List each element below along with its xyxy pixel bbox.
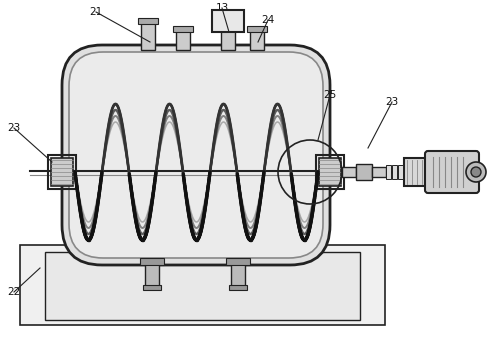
- Bar: [138, 18, 158, 24]
- Text: 21: 21: [89, 7, 103, 17]
- Text: 25: 25: [324, 90, 336, 100]
- Text: 23: 23: [7, 123, 21, 133]
- Bar: [141, 22, 155, 50]
- Bar: [250, 30, 264, 50]
- Bar: [247, 26, 267, 32]
- Bar: [48, 155, 76, 189]
- FancyBboxPatch shape: [62, 45, 330, 265]
- Bar: [372, 167, 386, 177]
- Bar: [221, 30, 235, 50]
- Bar: [173, 26, 193, 32]
- Bar: [316, 155, 344, 189]
- Bar: [226, 258, 250, 265]
- Bar: [392, 165, 397, 179]
- Bar: [140, 258, 164, 265]
- Text: 23: 23: [385, 97, 399, 107]
- Circle shape: [466, 162, 486, 182]
- Bar: [176, 30, 190, 50]
- Bar: [212, 10, 244, 32]
- FancyBboxPatch shape: [69, 52, 323, 258]
- Bar: [143, 285, 161, 290]
- Circle shape: [471, 167, 481, 177]
- FancyBboxPatch shape: [425, 151, 479, 193]
- Bar: [231, 262, 245, 287]
- Bar: [229, 285, 247, 290]
- Bar: [20, 245, 385, 325]
- Bar: [342, 167, 356, 177]
- Bar: [398, 165, 403, 179]
- Bar: [319, 158, 341, 186]
- Text: 24: 24: [261, 15, 275, 25]
- Bar: [404, 158, 428, 186]
- Bar: [145, 262, 159, 287]
- Text: 13: 13: [215, 3, 229, 13]
- Text: 22: 22: [7, 287, 21, 297]
- Bar: [386, 165, 391, 179]
- Bar: [356, 164, 372, 180]
- Bar: [51, 158, 73, 186]
- Bar: [45, 252, 360, 320]
